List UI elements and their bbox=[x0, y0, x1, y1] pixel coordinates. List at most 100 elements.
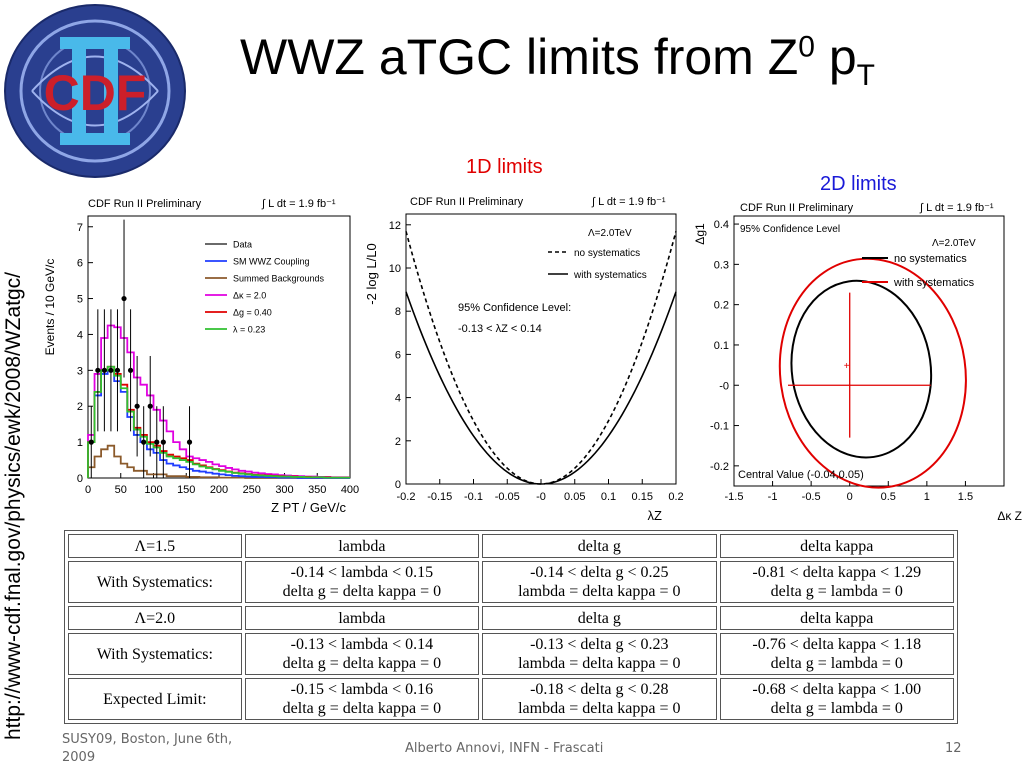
footer-event: SUSY09, Boston, June 6th, 2009 bbox=[62, 731, 232, 767]
cdf-logo: CDF bbox=[2, 2, 188, 180]
table-cell: With Systematics: bbox=[68, 561, 242, 603]
table-cell-line: delta g = delta kappa = 0 bbox=[282, 655, 442, 672]
table-cell: delta kappa bbox=[719, 534, 954, 558]
contour-with-systematics bbox=[778, 257, 967, 489]
legend-label: SM WWZ Coupling bbox=[233, 257, 310, 267]
table-cell: Λ=1.5 bbox=[68, 534, 242, 558]
chart-subheader: 95% Confidence Level bbox=[740, 224, 840, 235]
table-cell: -0.13 < lambda < 0.14 delta g = delta kap… bbox=[244, 633, 480, 675]
y-tick-label: 0 bbox=[395, 479, 401, 491]
table-cell-line: delta g = lambda = 0 bbox=[770, 655, 903, 672]
table-cell-line: delta g = delta kappa = 0 bbox=[282, 700, 442, 717]
y-tick-label: 0.2 bbox=[714, 300, 729, 312]
table-cell-line: -0.76 < delta kappa < 1.18 bbox=[752, 636, 922, 653]
table-cell-line: Λ=1.5 bbox=[134, 537, 176, 555]
plot-frame bbox=[733, 215, 1005, 487]
y-tick-label: 6 bbox=[395, 349, 401, 361]
x-tick-label: 0 bbox=[847, 491, 853, 503]
x-axis-label: λZ bbox=[648, 508, 663, 523]
y-tick-label: 12 bbox=[389, 220, 401, 232]
data-point bbox=[88, 439, 94, 445]
table-cell-line: delta g bbox=[577, 609, 621, 627]
x-tick-label: 150 bbox=[177, 484, 195, 496]
table-cell: -0.14 < delta g < 0.25 lambda = delta kap… bbox=[482, 561, 717, 603]
cdf-logo-graphic: CDF bbox=[4, 4, 186, 178]
table-cell: Expected Limit: bbox=[68, 678, 242, 720]
legend-label: λ = 0.23 bbox=[233, 325, 265, 335]
x-tick-label: 1 bbox=[924, 491, 930, 503]
table-cell: delta g bbox=[482, 534, 717, 558]
y-tick-label: 5 bbox=[77, 294, 83, 306]
table-cell: lambda bbox=[244, 534, 480, 558]
table-cell-line: Expected Limit: bbox=[103, 690, 207, 708]
y-axis-label: Δg1 bbox=[693, 223, 707, 245]
table-cell-line: delta kappa bbox=[800, 537, 874, 555]
x-tick-label: 100 bbox=[144, 484, 162, 496]
chart-zpt-panel: CDF Run II Preliminary ∫ L dt = 1.9 fb⁻¹ 0… bbox=[40, 188, 362, 520]
series-sm-wwz-coupling bbox=[87, 369, 350, 479]
label-1d-limits: 1D limits bbox=[466, 156, 543, 178]
table-row: Λ=2.0 lambda delta g delta kappa bbox=[68, 606, 954, 630]
x-tick-label: -0.05 bbox=[495, 491, 520, 503]
title-superscript: 0 bbox=[798, 30, 815, 64]
series-no-systematics bbox=[405, 231, 677, 485]
table-cell-line: -0.13 < delta g < 0.23 bbox=[530, 636, 669, 653]
y-tick-label: -0.1 bbox=[710, 421, 729, 433]
table-row: With Systematics: -0.14 < lambda < 0.15 de… bbox=[68, 561, 954, 603]
central-value-marker: + bbox=[844, 361, 850, 372]
y-tick-label: 2 bbox=[395, 436, 401, 448]
series-with-systematics bbox=[405, 291, 677, 485]
chart-header-right: ∫ L dt = 1.9 fb⁻¹ bbox=[591, 196, 666, 208]
table-cell: -0.13 < delta g < 0.23 lambda = delta kap… bbox=[482, 633, 717, 675]
legend-label: with systematics bbox=[893, 277, 975, 289]
title-main: WWZ aTGC limits from Z bbox=[240, 29, 799, 85]
table-cell-line: lambda = delta kappa = 0 bbox=[518, 655, 681, 672]
x-tick-label: 0.2 bbox=[668, 491, 683, 503]
table-row: Expected Limit: -0.15 < lambda < 0.16 delt… bbox=[68, 678, 954, 720]
legend-label: no systematics bbox=[574, 248, 640, 259]
table-cell: -0.15 < lambda < 0.16 delta g = delta kap… bbox=[244, 678, 480, 720]
x-axis-label: Z PT / GeV/c bbox=[271, 500, 346, 515]
data-point bbox=[108, 367, 114, 373]
table-cell-line: lambda = delta kappa = 0 bbox=[518, 583, 681, 600]
x-tick-label: -0.15 bbox=[427, 491, 452, 503]
x-tick-label: -0 bbox=[536, 491, 546, 503]
footer-event-line2: 2009 bbox=[62, 750, 96, 765]
y-tick-label: 10 bbox=[389, 263, 401, 275]
y-axis-label: -2 log L/L0 bbox=[364, 243, 379, 304]
table-cell-line: -0.13 < lambda < 0.14 bbox=[290, 636, 434, 653]
chart-header-left: CDF Run II Preliminary bbox=[88, 198, 202, 210]
x-tick-label: 0.5 bbox=[881, 491, 896, 503]
chart-header-left: CDF Run II Preliminary bbox=[740, 202, 854, 214]
page-title: WWZ aTGC limits from Z0 pT bbox=[240, 28, 875, 93]
table-cell-line: lambda = delta kappa = 0 bbox=[518, 700, 681, 717]
data-point bbox=[114, 367, 121, 373]
y-tick-label: -0.2 bbox=[710, 461, 729, 473]
y-tick-label: 0.1 bbox=[714, 340, 729, 352]
footer-author: Alberto Annovi, INFN - Frascati bbox=[405, 741, 604, 756]
data-point bbox=[121, 295, 127, 302]
table-cell: delta kappa bbox=[719, 606, 954, 630]
data-point bbox=[186, 439, 193, 445]
x-tick-label: -0.2 bbox=[397, 491, 416, 503]
x-tick-label: 50 bbox=[115, 484, 127, 496]
table-cell-line: -0.14 < lambda < 0.15 bbox=[290, 564, 434, 581]
table-cell: Λ=2.0 bbox=[68, 606, 242, 630]
x-tick-label: 400 bbox=[341, 484, 359, 496]
table-cell: With Systematics: bbox=[68, 633, 242, 675]
x-tick-label: -1 bbox=[768, 491, 778, 503]
data-point bbox=[127, 367, 134, 373]
data-point bbox=[134, 403, 140, 409]
y-tick-label: 6 bbox=[77, 258, 83, 270]
label-2d-limits: 2D limits bbox=[820, 173, 897, 195]
chart-1d-panel: CDF Run II Preliminary ∫ L dt = 1.9 fb⁻¹ -… bbox=[362, 188, 692, 526]
table-cell-line: delta g = delta kappa = 0 bbox=[282, 583, 442, 600]
x-tick-label: 200 bbox=[210, 484, 228, 496]
x-tick-label: 1.5 bbox=[958, 491, 973, 503]
chart-header-left: CDF Run II Preliminary bbox=[410, 196, 524, 208]
x-tick-label: 0.05 bbox=[564, 491, 585, 503]
logo-text: CDF bbox=[44, 65, 147, 121]
y-tick-label: 1 bbox=[77, 437, 83, 449]
legend-label: Δκ = 2.0 bbox=[233, 291, 266, 301]
table-row: Λ=1.5 lambda delta g delta kappa bbox=[68, 534, 954, 558]
